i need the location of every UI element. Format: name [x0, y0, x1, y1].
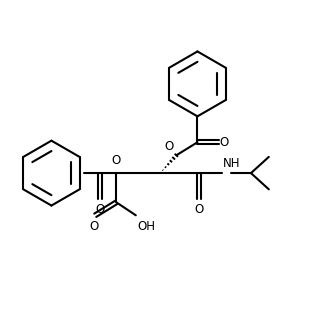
- Text: O: O: [194, 203, 204, 216]
- Text: O: O: [89, 219, 98, 233]
- Text: O: O: [165, 140, 174, 153]
- Text: NH: NH: [223, 157, 241, 170]
- Text: O: O: [95, 203, 105, 216]
- Text: OH: OH: [137, 219, 155, 233]
- Text: O: O: [112, 154, 121, 167]
- Text: O: O: [219, 136, 229, 149]
